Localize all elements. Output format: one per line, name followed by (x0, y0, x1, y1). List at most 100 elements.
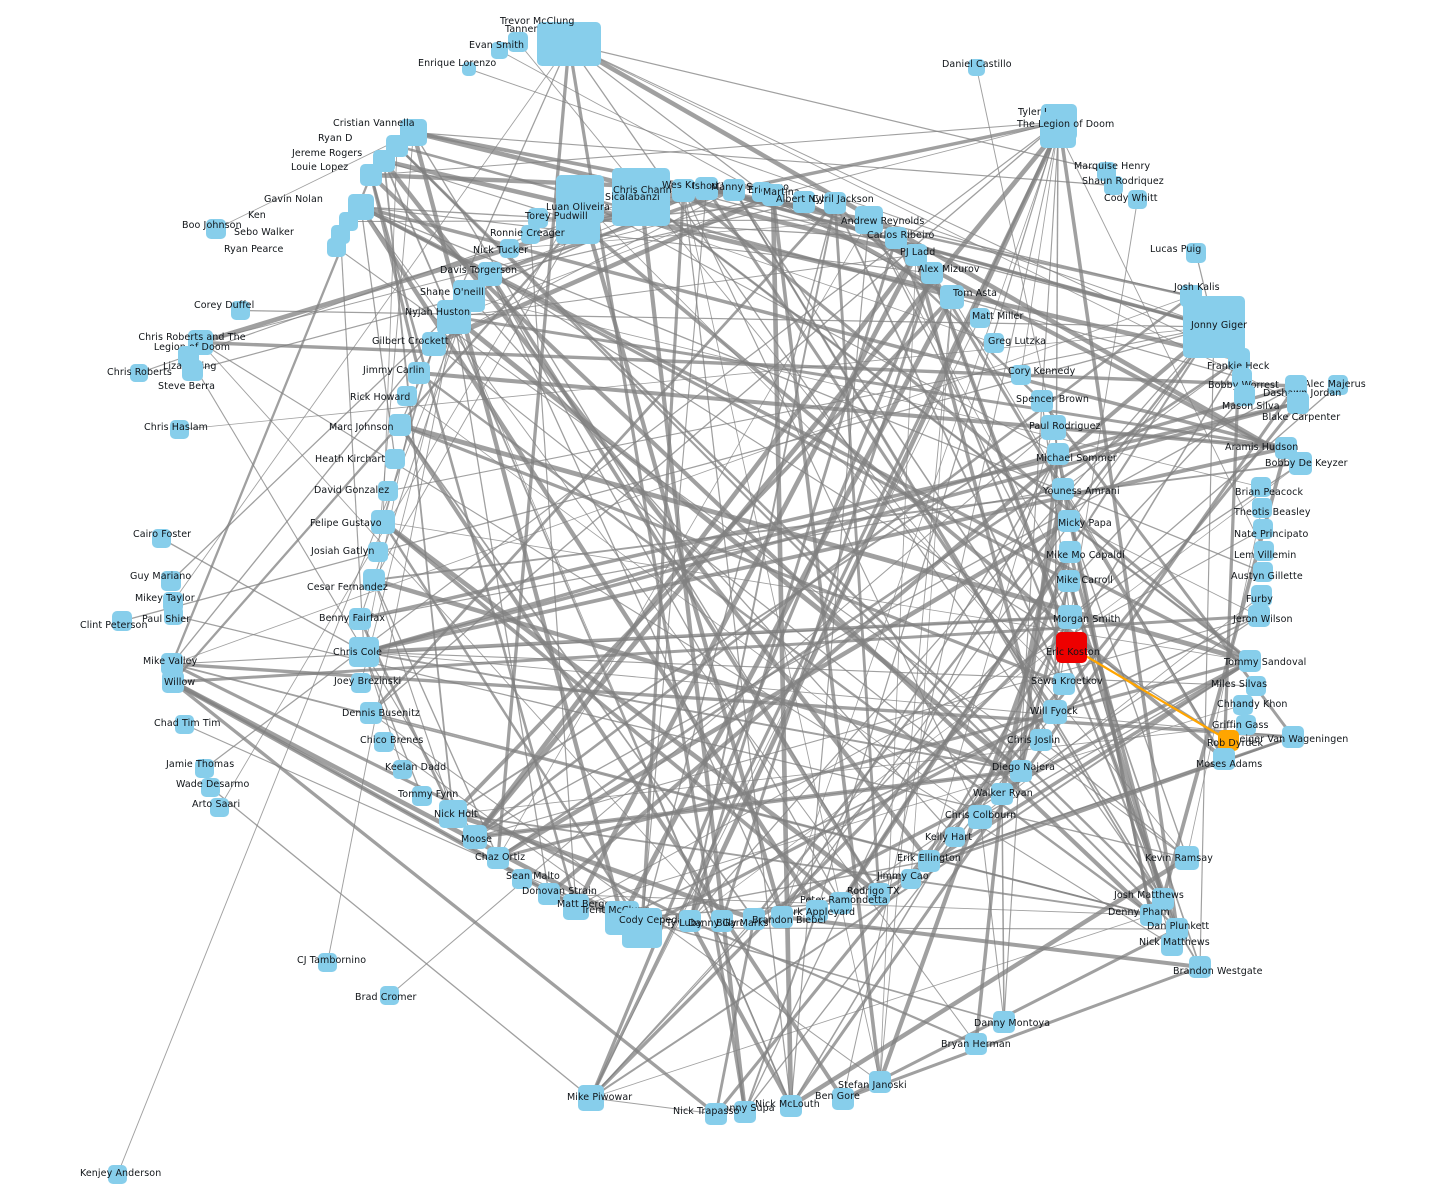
graph-node[interactable] (918, 850, 940, 872)
graph-node[interactable] (327, 238, 346, 257)
graph-node[interactable] (793, 191, 815, 213)
graph-node[interactable] (1228, 348, 1250, 370)
graph-node[interactable] (206, 219, 226, 239)
graph-node[interactable] (1104, 176, 1123, 195)
graph-node[interactable] (1031, 390, 1053, 412)
graph-node[interactable] (921, 262, 943, 284)
graph-node[interactable] (1011, 365, 1031, 385)
graph-node[interactable] (556, 200, 600, 244)
graph-node[interactable] (830, 892, 852, 914)
graph-node[interactable] (806, 900, 828, 922)
graph-node[interactable] (1058, 510, 1080, 532)
graph-node[interactable] (1140, 904, 1162, 926)
graph-node[interactable] (170, 420, 189, 439)
graph-node[interactable] (161, 653, 183, 675)
graph-node[interactable] (537, 22, 601, 66)
graph-node[interactable] (612, 168, 670, 226)
graph-node[interactable] (762, 184, 784, 206)
graph-node[interactable] (991, 783, 1013, 805)
graph-node[interactable] (855, 206, 883, 234)
graph-node[interactable] (389, 414, 411, 436)
graph-node[interactable] (1282, 726, 1304, 748)
graph-node[interactable] (771, 906, 793, 928)
graph-node[interactable] (965, 1033, 987, 1055)
graph-node[interactable] (711, 910, 733, 932)
graph-node[interactable] (743, 908, 765, 930)
graph-node[interactable] (1043, 700, 1067, 724)
graph-node[interactable] (1251, 585, 1272, 606)
graph-node[interactable] (195, 759, 214, 778)
graph-node[interactable] (201, 778, 220, 797)
graph-node[interactable] (162, 671, 184, 693)
graph-node[interactable] (538, 883, 560, 905)
graph-node[interactable] (1252, 498, 1272, 518)
graph-node[interactable] (1233, 695, 1253, 715)
graph-node[interactable] (491, 42, 508, 59)
graph-node[interactable] (984, 333, 1004, 353)
graph-node[interactable] (901, 869, 921, 889)
graph-node[interactable] (945, 827, 965, 847)
graph-node[interactable] (679, 910, 701, 932)
graph-node[interactable] (318, 953, 337, 972)
graph-node[interactable] (351, 673, 371, 693)
graph-node[interactable] (1236, 715, 1256, 735)
graph-node[interactable] (508, 32, 528, 52)
graph-node[interactable] (970, 308, 990, 328)
graph-node[interactable] (397, 386, 417, 406)
graph-node[interactable] (1248, 605, 1270, 627)
graph-node[interactable] (437, 300, 471, 334)
graph-node[interactable] (1128, 190, 1147, 209)
graph-node[interactable] (1030, 729, 1052, 751)
graph-node[interactable] (1254, 541, 1274, 561)
graph-node[interactable] (1041, 415, 1066, 440)
graph-node[interactable] (422, 332, 446, 356)
graph-node[interactable] (824, 192, 846, 214)
graph-node[interactable] (1186, 243, 1206, 263)
graph-node[interactable] (1234, 385, 1255, 406)
graph-node[interactable] (463, 825, 487, 849)
graph-node[interactable] (152, 529, 171, 548)
graph-node[interactable] (672, 179, 695, 202)
graph-node[interactable] (1058, 605, 1082, 629)
graph-node[interactable] (512, 869, 532, 889)
graph-node[interactable] (487, 847, 509, 869)
graph-node[interactable] (385, 449, 405, 469)
graph-node[interactable] (1053, 673, 1075, 695)
graph-node[interactable] (1040, 112, 1076, 148)
graph-node[interactable] (695, 177, 718, 200)
graph-node[interactable] (869, 1071, 891, 1093)
graph-node[interactable] (393, 760, 412, 779)
graph-node[interactable] (371, 510, 395, 534)
graph-node[interactable] (780, 1095, 802, 1117)
graph-node[interactable] (1059, 541, 1081, 563)
graph-node[interactable] (968, 805, 992, 829)
graph-node[interactable] (563, 894, 589, 920)
graph-node[interactable] (705, 1103, 727, 1125)
graph-node[interactable] (1183, 296, 1245, 358)
graph-node[interactable] (374, 732, 394, 752)
graph-node[interactable] (164, 606, 183, 625)
graph-node[interactable] (723, 179, 745, 201)
graph-node[interactable] (1239, 650, 1261, 672)
graph-node[interactable] (1285, 375, 1307, 397)
graph-node[interactable] (360, 702, 382, 724)
graph-node[interactable] (885, 227, 907, 249)
graph-node[interactable] (622, 908, 662, 948)
graph-node[interactable] (175, 715, 194, 734)
graph-node[interactable] (1253, 519, 1273, 539)
graph-node[interactable] (734, 1101, 756, 1123)
graph-node[interactable] (832, 1088, 854, 1110)
graph-node[interactable] (1010, 760, 1032, 782)
graph-node[interactable] (528, 208, 548, 228)
graph-node[interactable] (578, 1085, 604, 1111)
graph-node[interactable] (868, 883, 890, 905)
graph-node[interactable] (130, 364, 148, 382)
graph-node[interactable] (349, 608, 371, 630)
graph-node[interactable] (1175, 846, 1199, 870)
graph-node[interactable] (1289, 452, 1312, 475)
graph-node[interactable] (1058, 570, 1080, 592)
graph-node[interactable] (349, 637, 379, 667)
graph-node[interactable] (462, 62, 476, 76)
graph-node[interactable] (412, 786, 432, 806)
graph-node[interactable] (231, 301, 250, 320)
